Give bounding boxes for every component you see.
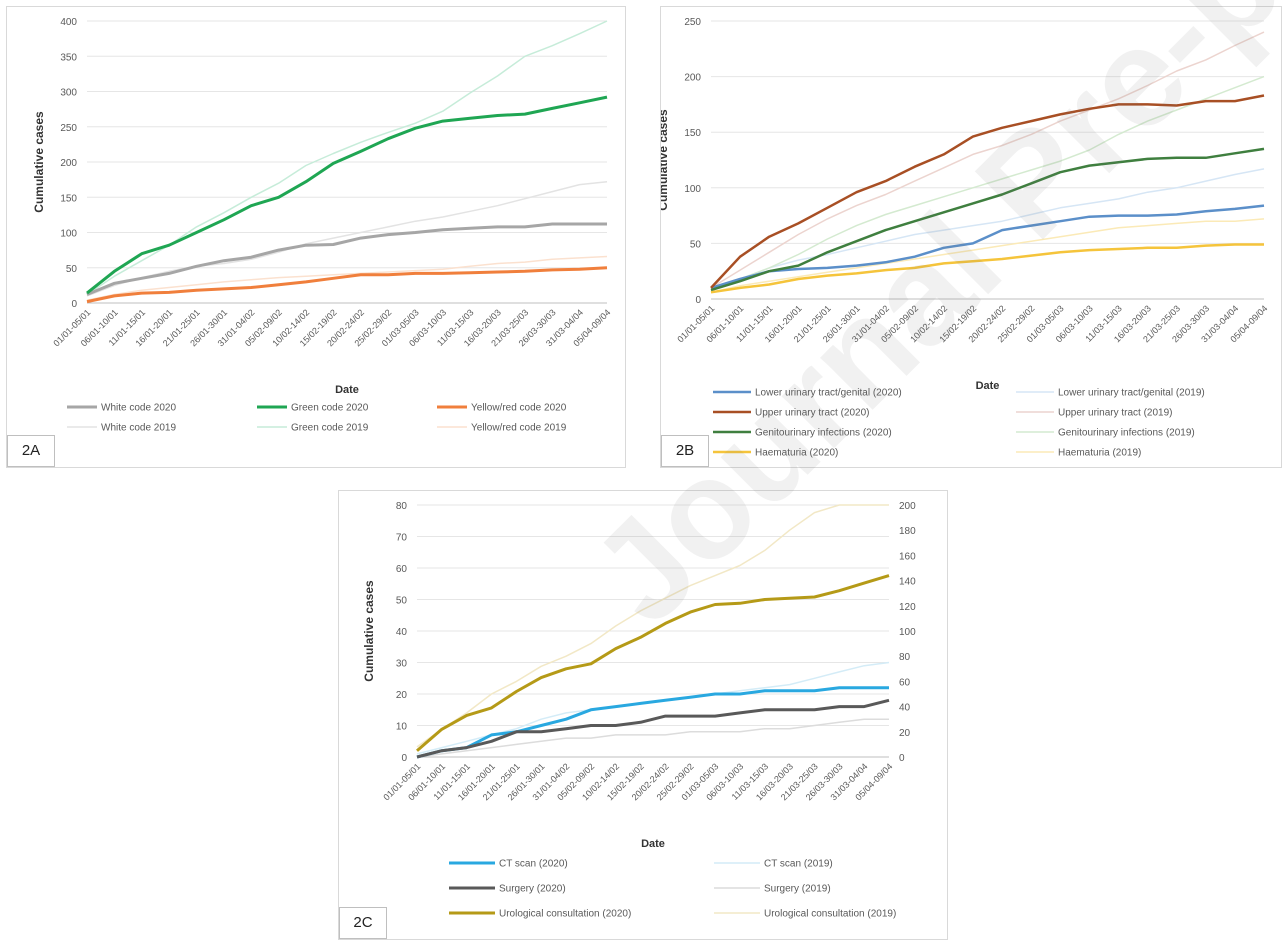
legend-label: White code 2020 [101, 403, 176, 414]
y-tick-label: 60 [396, 564, 408, 575]
y-axis-title: Cumulative cases [32, 111, 46, 213]
y-tick-label: 50 [66, 264, 78, 275]
y-tick-label: 100 [60, 229, 77, 240]
panel-tag-2b: 2B [661, 435, 709, 467]
legend-label: Genitourinary infections (2020) [755, 428, 892, 439]
y-tick-label: 50 [690, 239, 702, 250]
y-tick-label: 50 [396, 596, 408, 607]
legend-label: Haematuria (2020) [755, 448, 838, 459]
series-line [710, 94, 1265, 289]
y-tick-label: 250 [60, 123, 77, 134]
y-tick-label: 200 [60, 158, 77, 169]
legend-label: Upper urinary tract (2019) [1058, 408, 1173, 419]
x-axis-title: Date [641, 838, 665, 850]
panel-tag-2a: 2A [7, 435, 55, 467]
y-tick-label: 150 [60, 193, 77, 204]
chart-2a: 05010015020025030035040001/01-05/0106/01… [32, 17, 612, 434]
y-tick-label: 100 [684, 184, 701, 195]
legend-label: Surgery (2020) [499, 884, 566, 895]
legend-label: Green code 2020 [291, 403, 369, 414]
y2-tick-label: 20 [899, 728, 911, 739]
y-tick-label: 0 [71, 299, 77, 310]
panel-tag-2c: 2C [339, 907, 387, 939]
y-tick-label: 200 [684, 73, 701, 84]
y-tick-label: 70 [396, 533, 408, 544]
legend-label: Urological consultation (2020) [499, 909, 631, 920]
y2-tick-label: 0 [899, 753, 905, 764]
series-line [86, 255, 608, 301]
series-line [710, 168, 1265, 290]
series-line [86, 222, 607, 296]
y2-tick-label: 120 [899, 602, 916, 613]
y-tick-label: 80 [396, 501, 408, 512]
chart-2c: 0 10 20 30 40 50 60 70 80 0 20 40 60 80 100 120 140 160 18… [362, 501, 916, 920]
series-line [86, 266, 608, 304]
y-tick-label: 150 [684, 128, 701, 139]
y-tick-label: 40 [396, 627, 408, 638]
legend-label: Lower urinary tract/genital (2019) [1058, 388, 1205, 399]
y-tick-label: 10 [396, 722, 408, 733]
y2-tick-label: 40 [899, 703, 911, 714]
y-tick-label: 350 [60, 52, 77, 63]
chart-2b: 05010015020025001/01-05/0106/01-10/0111/… [656, 17, 1269, 459]
legend-label: White code 2019 [101, 423, 176, 434]
series-line [710, 31, 1265, 289]
panel-2b: 0 50 100 150 200 250 01/01-05/01 06/01-10/01 11/… [656, 6, 1282, 468]
y-tick-label: 0 [695, 295, 701, 306]
y-tick-label: 300 [60, 88, 77, 99]
y2-tick-label: 160 [899, 551, 916, 562]
x-axis-title: Date [976, 380, 1000, 392]
y-tick-label: 20 [396, 690, 408, 701]
y-tick-label: 250 [684, 17, 701, 28]
series-line [86, 180, 608, 297]
series-line [710, 218, 1265, 294]
legend-label: Urological consultation (2019) [764, 909, 896, 920]
legend-label: Genitourinary infections (2019) [1058, 428, 1195, 439]
series-line [86, 95, 608, 295]
series-line [710, 204, 1265, 290]
series-line [710, 147, 1265, 292]
y-tick-label: 30 [396, 659, 408, 670]
y-axis-title: Cumulative cases [661, 109, 670, 211]
legend-label: CT scan (2019) [764, 859, 833, 870]
y2-tick-label: 200 [899, 501, 916, 512]
legend-label: Yellow/red code 2020 [471, 403, 567, 414]
y-tick-label: 0 [401, 753, 407, 764]
series-line [416, 574, 890, 752]
y-tick-label: 400 [60, 17, 77, 28]
panel-2a: 0 50 100 150 200 250 300 350 400 01/01-05/01 06/01… [6, 6, 626, 468]
x-axis-title: Date [335, 384, 359, 396]
legend-label: Lower urinary tract/genital (2020) [755, 388, 902, 399]
series-line [710, 75, 1265, 291]
y2-tick-label: 140 [899, 577, 916, 588]
y2-tick-label: 180 [899, 526, 916, 537]
y2-tick-label: 80 [899, 652, 911, 663]
series-line [416, 718, 889, 758]
legend-label: Yellow/red code 2019 [471, 423, 567, 434]
panel-2c: 0 10 20 30 40 50 60 70 80 0 20 40 60 80 100 120 140 160 18… [338, 490, 948, 940]
legend-label: Upper urinary tract (2020) [755, 408, 870, 419]
series-line [416, 698, 890, 759]
y2-tick-label: 60 [899, 677, 911, 688]
series-line [416, 686, 889, 759]
series-line [710, 243, 1264, 294]
legend-label: Green code 2019 [291, 423, 369, 434]
legend-label: CT scan (2020) [499, 859, 568, 870]
legend-label: Surgery (2019) [764, 884, 831, 895]
legend-label: Haematuria (2019) [1058, 448, 1141, 459]
y2-tick-label: 100 [899, 627, 916, 638]
series-line [416, 504, 889, 748]
y-axis-title: Cumulative cases [362, 580, 376, 682]
